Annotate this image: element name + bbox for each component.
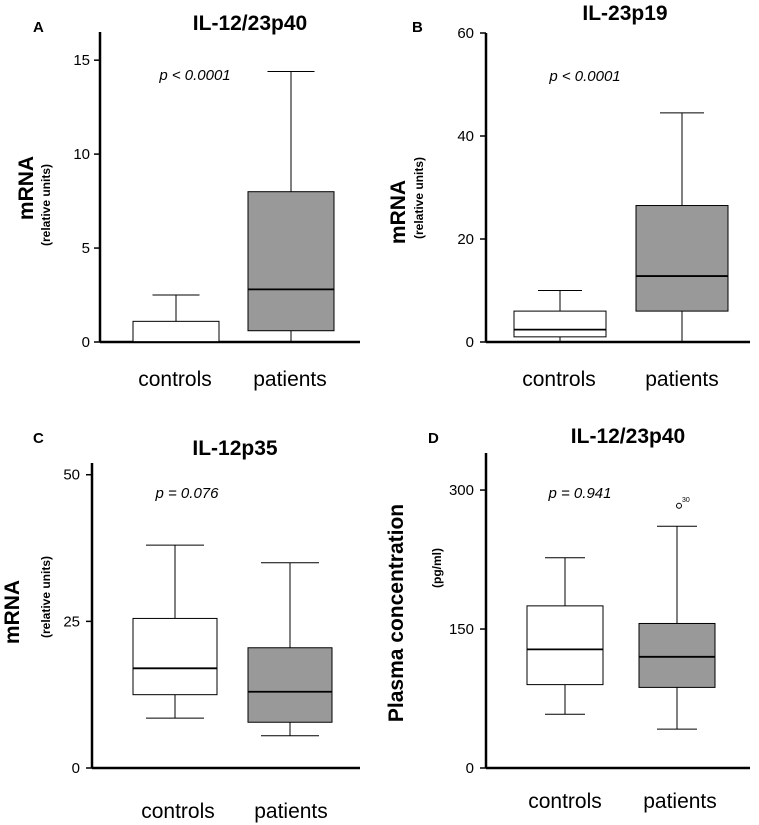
panel-d-pvalue: p = 0.941 <box>548 485 612 502</box>
panel-a-pvalue: p < 0.0001 <box>158 67 230 84</box>
panel-c-plot: 0 25 50 <box>63 463 360 777</box>
panel-b-pvalue: p < 0.0001 <box>548 68 620 85</box>
panel-d-plot: 0 150 300 30 <box>449 453 750 777</box>
panel-a-plot: 0 5 10 15 <box>73 32 360 351</box>
panel-b-title: IL-23p19 <box>582 2 667 25</box>
panel-a-xcat-patients: patients <box>253 368 327 391</box>
panel-c-ylabel-sub: (relative units) <box>39 556 53 638</box>
y-tick-label: 5 <box>82 240 90 257</box>
panel-d-ylabel: Plasma concentration <box>385 504 408 722</box>
panel-letter-a: A <box>33 19 44 36</box>
panel-b: B IL-23p19 p < 0.0001 mRNA (relative uni… <box>387 2 750 391</box>
y-tick-label: 0 <box>466 760 474 777</box>
panel-d-xcat-controls: controls <box>528 790 602 813</box>
box-controls <box>526 605 604 686</box>
y-tick-label: 0 <box>72 760 80 777</box>
outlier-label: 30 <box>682 497 690 504</box>
panel-a-xcat-controls: controls <box>138 368 212 391</box>
panel-a: A IL-12/23p40 p < 0.0001 mRNA (relative … <box>15 12 360 391</box>
panel-b-ylabel: mRNA <box>387 180 410 244</box>
panel-c-xcat-patients: patients <box>254 800 328 823</box>
panel-a-ylabel-sub: (relative units) <box>39 164 53 246</box>
outlier-point <box>676 502 682 509</box>
y-tick-label: 10 <box>73 146 90 163</box>
panel-b-xcat-patients: patients <box>645 368 719 391</box>
panel-c-xcat-controls: controls <box>141 800 215 823</box>
panel-letter-d: D <box>428 430 439 447</box>
panel-c-title: IL-12p35 <box>192 437 278 460</box>
y-tick-label: 20 <box>457 231 474 248</box>
box-patients <box>635 205 729 312</box>
panel-b-plot: 0 20 40 60 <box>457 25 750 351</box>
box-controls <box>132 320 220 343</box>
y-tick-label: 50 <box>63 467 80 484</box>
panel-d-ylabel-sub: (pg/ml) <box>430 548 444 588</box>
panel-c-ylabel: mRNA <box>1 580 24 644</box>
y-tick-label: 150 <box>449 621 474 638</box>
panel-letter-b: B <box>412 19 423 36</box>
panel-d: D IL-12/23p40 p = 0.941 Plasma concentra… <box>385 425 750 813</box>
panel-b-ylabel-sub: (relative units) <box>412 157 426 239</box>
y-tick-label: 0 <box>82 334 90 351</box>
y-tick-label: 0 <box>466 334 474 351</box>
y-tick-label: 25 <box>63 613 80 630</box>
y-tick-label: 15 <box>73 52 90 69</box>
panel-a-ylabel: mRNA <box>15 156 38 220</box>
box-patients <box>638 622 716 688</box>
box-controls <box>132 617 218 696</box>
panel-a-title: IL-12/23p40 <box>193 12 307 35</box>
panel-c-pvalue: p = 0.076 <box>155 485 220 502</box>
y-tick-label: 40 <box>457 128 474 145</box>
panel-d-xcat-patients: patients <box>643 790 717 813</box>
y-tick-label: 300 <box>449 482 474 499</box>
box-controls <box>513 310 607 338</box>
box-patients <box>247 191 335 332</box>
y-tick-label: 60 <box>457 25 474 42</box>
panel-d-title: IL-12/23p40 <box>571 425 685 448</box>
panel-c: C IL-12p35 p = 0.076 mRNA (relative unit… <box>1 430 360 823</box>
panel-b-xcat-controls: controls <box>522 368 596 391</box>
box-patients <box>247 647 333 723</box>
panel-letter-c: C <box>33 430 44 447</box>
